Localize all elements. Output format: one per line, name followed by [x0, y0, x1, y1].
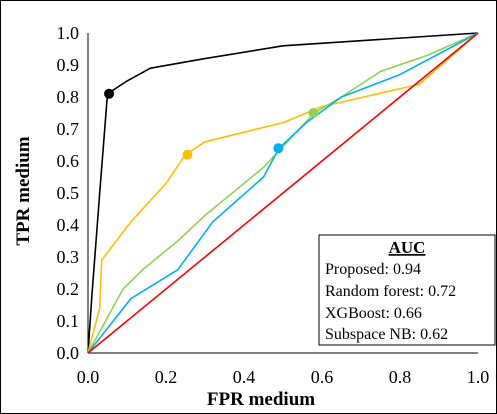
x-tick-label: 0.8	[389, 367, 412, 387]
legend-box: AUC Proposed: 0.94 Random forest: 0.72 X…	[318, 234, 496, 346]
y-tick-label: 0.2	[57, 279, 80, 299]
x-tick-label: 0.2	[155, 367, 178, 387]
series-line-subspace-nb	[87, 32, 479, 354]
y-tick-label: 0.3	[57, 247, 80, 267]
x-axis-title: FPR medium	[207, 389, 315, 410]
y-tick-label: 0.1	[57, 311, 80, 331]
y-tick-label: 0.0	[57, 343, 80, 363]
y-tick-label: 0.9	[57, 55, 80, 75]
y-tick-label: 0.8	[57, 87, 80, 107]
legend-entry-proposed: Proposed: 0.94	[325, 261, 421, 278]
y-tick-label: 0.5	[57, 183, 80, 203]
marker-xgboost	[308, 108, 319, 118]
y-tick-label: 0.6	[57, 151, 80, 171]
markers-layer	[104, 88, 319, 160]
y-axis-title: TPR medium	[13, 136, 34, 245]
marker-subspace-nb	[273, 143, 284, 154]
legend-title: AUC	[389, 238, 426, 257]
ticks-layer: 0.0 0.1 0.2 0.3 0.4 0.5 0.6 0.7 0.8 0.9 1.0 0.0 0.2 0…	[57, 23, 490, 387]
x-tick-label: 1.0	[467, 367, 490, 387]
axes	[87, 33, 478, 354]
x-tick-label: 0.6	[311, 367, 334, 387]
y-tick-label: 1.0	[57, 23, 80, 43]
series-line-xgboost	[87, 32, 479, 354]
y-tick-label: 0.4	[57, 215, 80, 235]
legend-entry-subspace-nb: Subspace NB: 0.62	[325, 326, 448, 343]
x-tick-label: 0.0	[77, 367, 100, 387]
series-line-diagonal	[87, 32, 479, 354]
marker-proposed	[104, 88, 115, 99]
legend-entry-xgboost: XGBoost: 0.66	[325, 305, 422, 322]
marker-random-forest	[182, 149, 193, 160]
legend-entry-random-forest: Random forest: 0.72	[325, 283, 456, 300]
x-tick-label: 0.4	[233, 367, 256, 387]
series-layer	[87, 32, 479, 354]
y-tick-label: 0.7	[57, 119, 80, 139]
legend-border	[318, 234, 496, 346]
series-line-proposed	[87, 32, 479, 354]
